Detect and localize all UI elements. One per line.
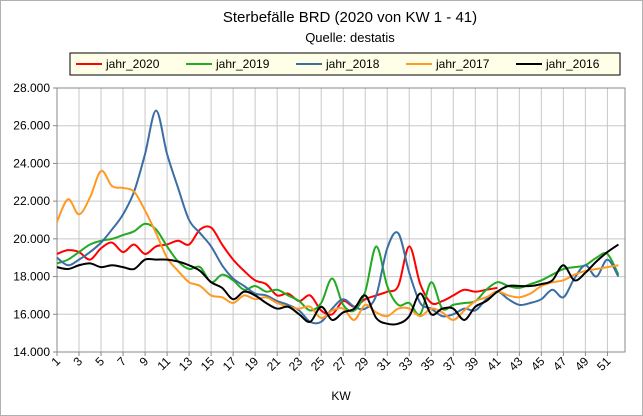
y-tick-label: 18.000 — [13, 270, 50, 284]
series-line — [56, 243, 619, 326]
legend-label: jahr_2020 — [105, 57, 160, 71]
y-tick-label: 28.000 — [13, 81, 50, 95]
plot-area — [57, 88, 625, 352]
legend-label: jahr_2019 — [215, 57, 270, 71]
chart-subtitle: Quelle: destatis — [305, 30, 395, 45]
legend-label: jahr_2017 — [435, 57, 490, 71]
series-line — [56, 109, 620, 325]
y-tick-label: 20.000 — [13, 232, 50, 246]
legend-box — [69, 52, 621, 76]
y-tick-label: 24.000 — [13, 156, 50, 170]
y-tick-label: 22.000 — [13, 194, 50, 208]
chart-title: Sterbefälle BRD (2020 von KW 1 - 41) — [223, 9, 477, 26]
series-line — [56, 169, 619, 321]
y-tick-label: 16.000 — [13, 307, 50, 321]
legend-label: jahr_2018 — [325, 57, 380, 71]
y-tick-label: 14.000 — [13, 345, 50, 359]
legend-label: jahr_2016 — [545, 57, 600, 71]
y-tick-label: 26.000 — [13, 119, 50, 133]
x-axis-label: KW — [331, 389, 351, 403]
series-line — [56, 225, 498, 316]
